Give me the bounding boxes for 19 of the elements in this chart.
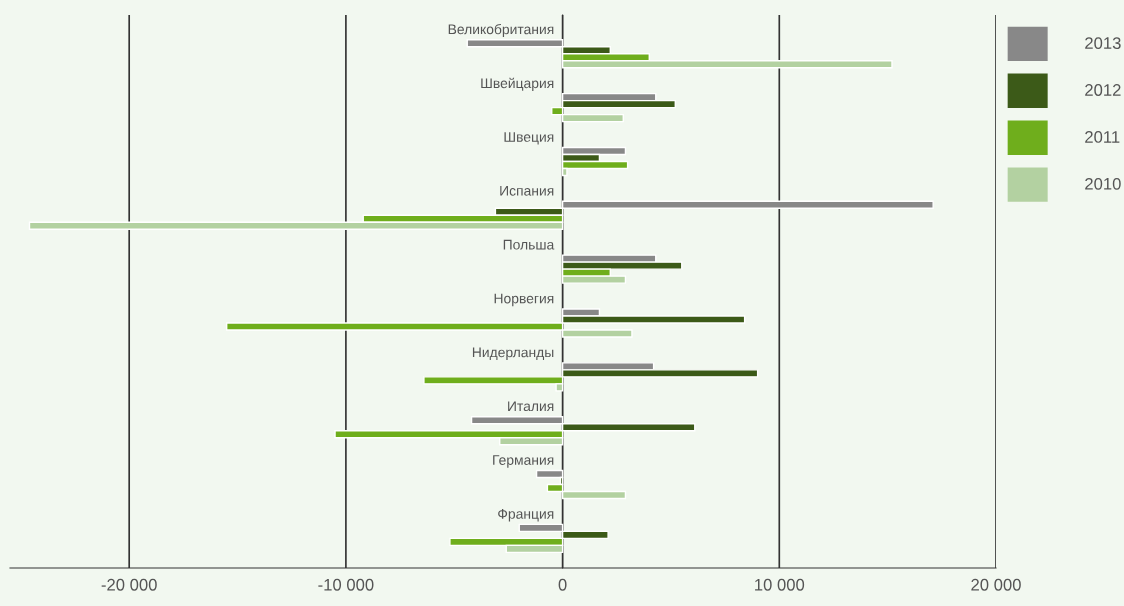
- legend-label: 2013: [1085, 37, 1121, 49]
- legend-label: 2010: [1085, 177, 1121, 190]
- y-tick-label: Нидерланды: [472, 347, 554, 360]
- y-tick-label: Великобритания: [448, 23, 554, 37]
- y-tick-label: Швеция: [504, 132, 554, 145]
- y-tick-label: Польша: [503, 239, 555, 250]
- y-tick-label: Швейцария: [481, 77, 554, 91]
- legend-label: 2011: [1085, 131, 1120, 143]
- y-tick-label: Италия: [508, 401, 554, 412]
- x-tick-label: -20 000: [101, 578, 157, 591]
- x-tick-label: 10 000: [755, 578, 805, 591]
- legend-label: 2012: [1085, 84, 1121, 96]
- x-tick-label: 20 000: [971, 578, 1021, 591]
- y-tick-label: Испания: [500, 186, 554, 196]
- y-tick-label: Франция: [498, 509, 554, 522]
- y-tick-label: Норвегия: [494, 293, 554, 307]
- x-tick-label: 0: [558, 578, 567, 591]
- y-tick-label: Германия: [493, 455, 554, 468]
- x-tick-label: -10 000: [318, 578, 374, 591]
